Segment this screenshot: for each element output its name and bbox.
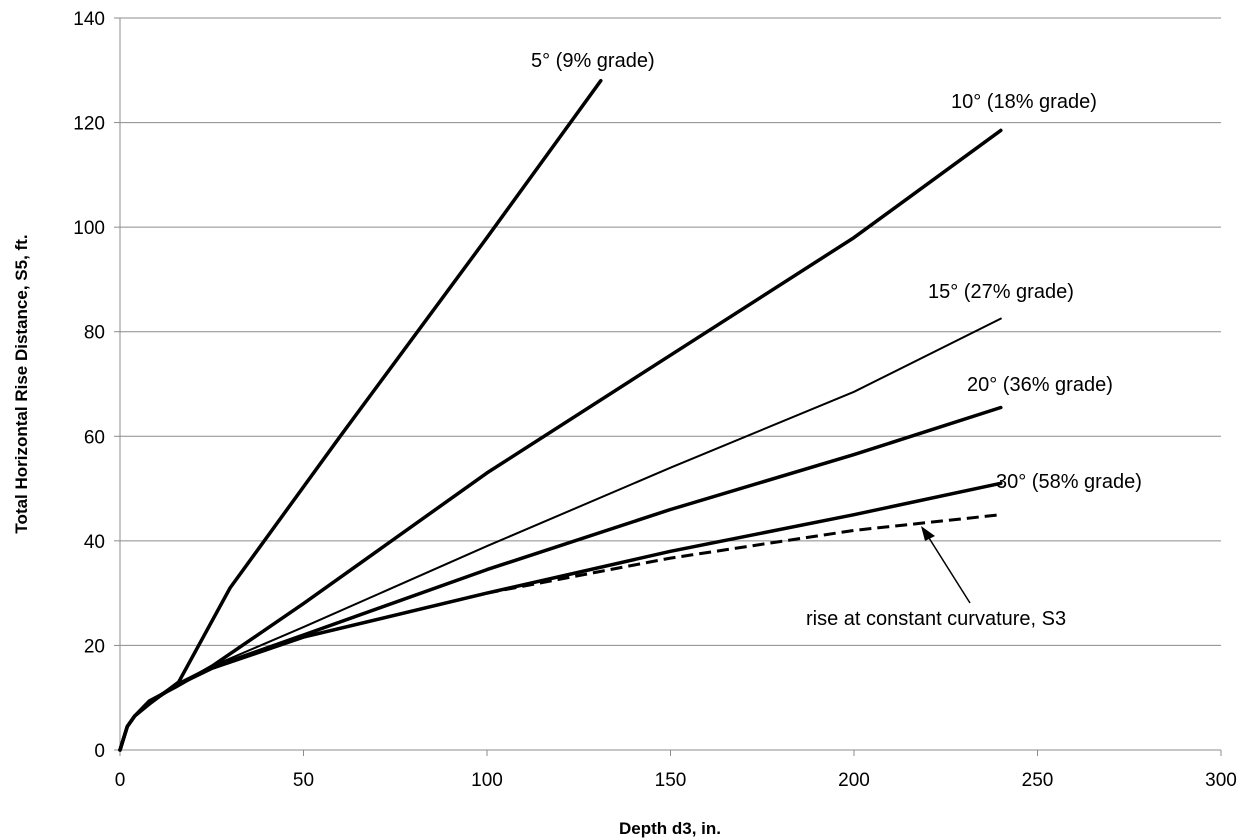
y-tick-label: 20 (84, 636, 105, 657)
annotation-arrow (921, 526, 971, 604)
x-tick-label: 0 (115, 770, 126, 791)
gridlines (114, 17, 1222, 756)
series-label-0: 5° (9% grade) (531, 50, 655, 72)
series-label-4: 30° (58% grade) (996, 471, 1142, 493)
x-tick-label: 150 (655, 770, 687, 791)
y-tick-labels: 0 20 40 60 80 100 120 140 (73, 9, 105, 762)
series-label-prefix: rise at constant curvature, (806, 608, 1036, 630)
series-label-1: 10° (18% grade) (951, 91, 1097, 113)
x-axis-title: Depth d3, in. (619, 819, 721, 838)
y-tick-label: 0 (94, 741, 105, 762)
series-label-prefix: 10° (951, 91, 981, 113)
series-label-3: 20° (36% grade) (967, 374, 1113, 396)
x-tick-label: 200 (838, 770, 870, 791)
series-label-suffix: (18% grade) (981, 91, 1097, 113)
y-tick-label: 60 (84, 427, 105, 448)
series-label-prefix: 20° (967, 374, 997, 396)
series-line-1 (118, 128, 1003, 752)
series-line-0 (118, 78, 603, 752)
series-line-2 (119, 317, 1002, 751)
series-label-prefix: 30° (996, 471, 1026, 493)
series-label-suffix: (58% grade) (1026, 471, 1142, 493)
series-label-suffix: (9% grade) (550, 50, 655, 72)
series-labels: 5° (9% grade) 10° (18% grade) 15° (27% gra… (531, 50, 1142, 630)
x-tick-labels: 0 50 100 150 200 250 300 (115, 770, 1237, 791)
x-tick-label: 300 (1205, 770, 1237, 791)
y-tick-label: 120 (73, 114, 105, 135)
axes (119, 18, 1221, 751)
y-tick-label: 80 (84, 323, 105, 344)
y-tick-label: 100 (73, 218, 105, 239)
series-label-prefix: 5° (531, 50, 550, 72)
series-label-prefix: 15° (928, 281, 958, 303)
x-tick-label: 100 (471, 770, 503, 791)
series-label-suffix: (36% grade) (997, 374, 1113, 396)
series-line-5 (118, 513, 1001, 751)
y-axis-title: Total Horizontal Rise Distance, S5, ft. (12, 234, 31, 533)
y-tick-label: 40 (84, 532, 105, 553)
series-label-suffix: S3 (1036, 608, 1066, 630)
x-tick-label: 250 (1022, 770, 1054, 791)
series-label-2: 15° (27% grade) (928, 281, 1074, 303)
series-lines (118, 78, 1003, 752)
y-tick-label: 140 (73, 9, 105, 30)
series-label-suffix: (27% grade) (958, 281, 1074, 303)
x-tick-label: 50 (293, 770, 314, 791)
series-label-5: rise at constant curvature, S3 (806, 608, 1066, 630)
